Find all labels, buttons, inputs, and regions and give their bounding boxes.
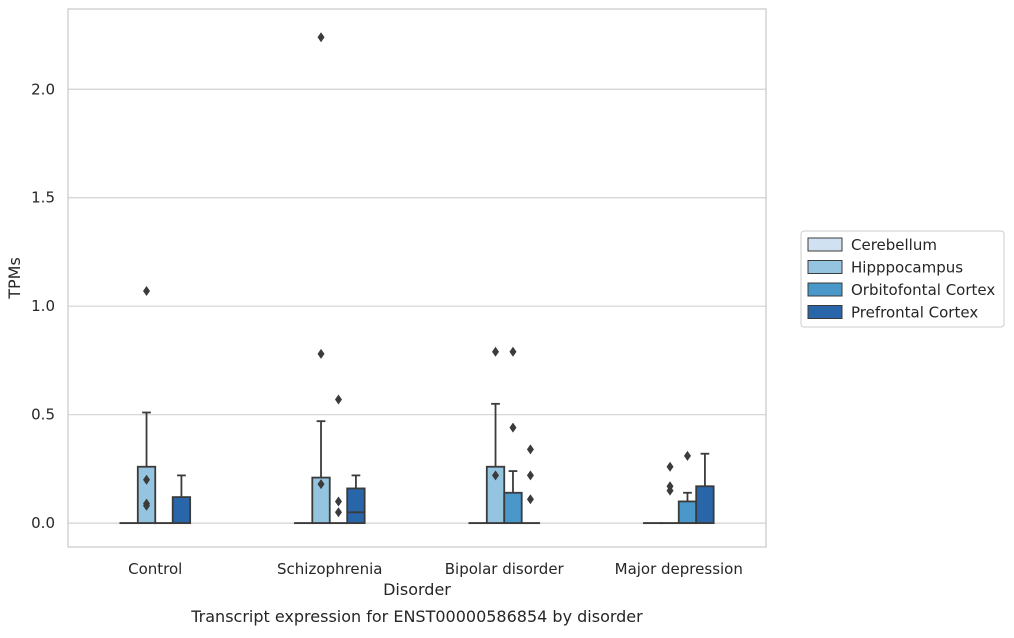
box-group (679, 451, 696, 523)
outlier-point (492, 347, 499, 357)
box (504, 493, 521, 523)
box-group (522, 444, 539, 523)
legend-swatch (808, 261, 842, 274)
y-tick-label: 0.5 (31, 406, 55, 424)
box-marks (120, 32, 713, 523)
x-axis-title: Disorder (383, 580, 451, 599)
x-tick-label: Bipolar disorder (445, 560, 565, 578)
x-tick-label: Major depression (615, 560, 743, 578)
box (347, 488, 364, 523)
box-group (661, 462, 678, 523)
box-group (504, 347, 521, 523)
chart-title: Transcript expression for ENST0000058685… (190, 607, 643, 626)
box-group (347, 475, 364, 523)
box-group (173, 475, 190, 523)
y-tick-label: 0.0 (31, 514, 55, 532)
y-tick-label: 1.0 (31, 297, 55, 315)
y-tick-label: 1.5 (31, 189, 55, 207)
outlier-point (318, 32, 325, 42)
x-tick-labels: Control Schizophrenia Bipolar disorder Majo… (128, 560, 743, 578)
y-tick-label: 2.0 (31, 80, 55, 98)
box-group (487, 347, 504, 523)
box-group (312, 32, 329, 523)
x-tick-label: Schizophrenia (277, 560, 382, 578)
outlier-point (684, 451, 691, 461)
outlier-point (527, 470, 534, 480)
box-group (138, 286, 155, 523)
legend-label: Orbitofontal Cortex (851, 281, 995, 299)
y-axis-title: TPMs (5, 257, 24, 300)
x-tick-label: Control (128, 560, 182, 578)
y-tick-labels: 0.0 0.5 1.0 1.5 2.0 (31, 80, 55, 532)
outlier-point (527, 444, 534, 454)
outlier-point (318, 349, 325, 359)
legend-swatch (808, 283, 842, 296)
legend-swatch (808, 306, 842, 319)
outlier-point (335, 394, 342, 404)
box-group (330, 394, 347, 523)
box-group (696, 454, 713, 523)
box (173, 497, 190, 523)
outlier-point (509, 423, 516, 433)
outlier-point (335, 507, 342, 517)
legend-label: Prefrontal Cortex (851, 304, 978, 322)
box (679, 501, 696, 523)
legend: Cerebellum Hipppocampus Orbitofontal Corte… (801, 231, 1004, 327)
outlier-point (667, 462, 674, 472)
outlier-point (335, 496, 342, 506)
grid-lines (68, 89, 766, 523)
legend-label: Cerebellum (851, 236, 937, 254)
box (696, 486, 713, 523)
outlier-point (143, 286, 150, 296)
outlier-point (527, 494, 534, 504)
legend-swatch (808, 238, 842, 251)
legend-label: Hipppocampus (851, 259, 963, 277)
outlier-point (509, 347, 516, 357)
